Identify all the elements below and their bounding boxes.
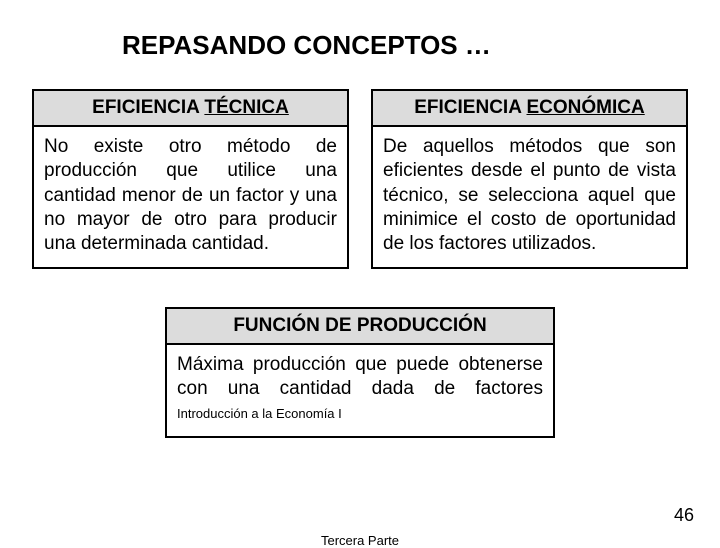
box-header-tecnica: EFICIENCIA TÉCNICA (34, 91, 347, 127)
header-prefix: EFICIENCIA (92, 97, 204, 118)
header-underlined: ECONÓMICA (527, 97, 645, 118)
box-funcion-produccion: FUNCIÓN DE PRODUCCIÓN Máxima producción … (165, 307, 555, 438)
header-underlined: TÉCNICA (204, 97, 288, 118)
slide: REPASANDO CONCEPTOS … EFICIENCIA TÉCNICA… (0, 0, 720, 438)
footer-part: Tercera Parte (0, 533, 720, 548)
box-header-economica: EFICIENCIA ECONÓMICA (373, 91, 686, 127)
funcion-body-text: Máxima producción que puede obtenerse co… (177, 354, 543, 399)
top-row: EFICIENCIA TÉCNICA No existe otro método… (32, 89, 688, 269)
header-prefix: EFICIENCIA (414, 97, 526, 118)
box-body-economica: De aquellos métodos que son eficientes d… (373, 127, 686, 267)
slide-title: REPASANDO CONCEPTOS … (122, 30, 688, 61)
bottom-row: FUNCIÓN DE PRODUCCIÓN Máxima producción … (32, 307, 688, 438)
course-inline: Introducción a la Economía I (177, 406, 342, 421)
footer-page-number: 46 (674, 505, 694, 526)
box-eficiencia-economica: EFICIENCIA ECONÓMICA De aquellos métodos… (371, 89, 688, 269)
box-header-funcion: FUNCIÓN DE PRODUCCIÓN (167, 309, 553, 345)
box-eficiencia-tecnica: EFICIENCIA TÉCNICA No existe otro método… (32, 89, 349, 269)
box-body-funcion: Máxima producción que puede obtenerse co… (167, 345, 553, 436)
box-body-tecnica: No existe otro método de producción que … (34, 127, 347, 267)
